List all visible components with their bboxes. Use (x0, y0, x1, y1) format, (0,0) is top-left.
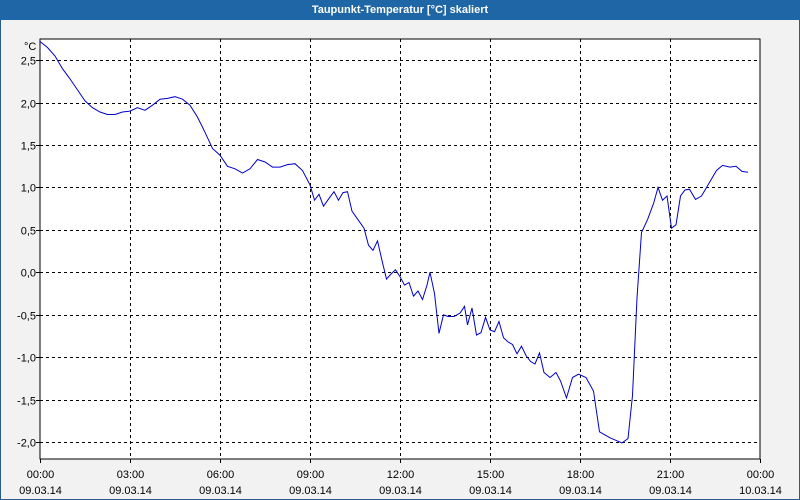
x-tick-date: 09.03.14 (649, 485, 692, 497)
x-tick-date: 10.03.14 (739, 485, 782, 497)
x-tick-time: 00:00 (27, 469, 55, 481)
x-tick-date: 09.03.14 (19, 485, 62, 497)
x-tick-date: 09.03.14 (379, 485, 422, 497)
x-tick-time: 09:00 (297, 469, 325, 481)
x-tick-date: 09.03.14 (109, 485, 152, 497)
x-tick-date: 09.03.14 (289, 485, 332, 497)
y-tick-label: -2,0 (17, 438, 36, 450)
x-tick-date: 09.03.14 (559, 485, 602, 497)
y-tick-label: -0,5 (17, 311, 36, 323)
y-tick-label: -1,5 (17, 396, 36, 408)
y-axis-label: °C (24, 41, 36, 53)
y-axis: 2,5 2,0 1,5 1,0 0,5 0,0 -0,5 -1,0 -1,5 -2,0 (17, 56, 40, 450)
chart-title: Taupunkt-Temperatur [°C] skaliert (0, 0, 800, 20)
y-tick-label: 2,5 (21, 56, 36, 68)
x-tick-time: 00:00 (747, 469, 775, 481)
y-tick-label: 1,0 (21, 183, 36, 195)
x-tick-date: 09.03.14 (469, 485, 512, 497)
x-tick-time: 18:00 (567, 469, 595, 481)
y-tick-label: -1,0 (17, 353, 36, 365)
grid-lines (40, 39, 760, 459)
x-tick-time: 15:00 (477, 469, 505, 481)
x-tick-time: 03:00 (117, 469, 145, 481)
y-tick-label: 2,0 (21, 99, 36, 111)
x-axis: 00:00 09.03.14 03:00 09.03.14 06:00 09.03.14 0… (19, 459, 782, 497)
y-tick-label: 0,5 (21, 226, 36, 238)
x-tick-time: 06:00 (207, 469, 235, 481)
x-tick-time: 12:00 (387, 469, 415, 481)
series-line (39, 41, 749, 444)
y-tick-label: 0,0 (21, 268, 36, 280)
x-tick-date: 09.03.14 (199, 485, 242, 497)
y-tick-label: 1,5 (21, 141, 36, 153)
x-tick-time: 21:00 (657, 469, 685, 481)
